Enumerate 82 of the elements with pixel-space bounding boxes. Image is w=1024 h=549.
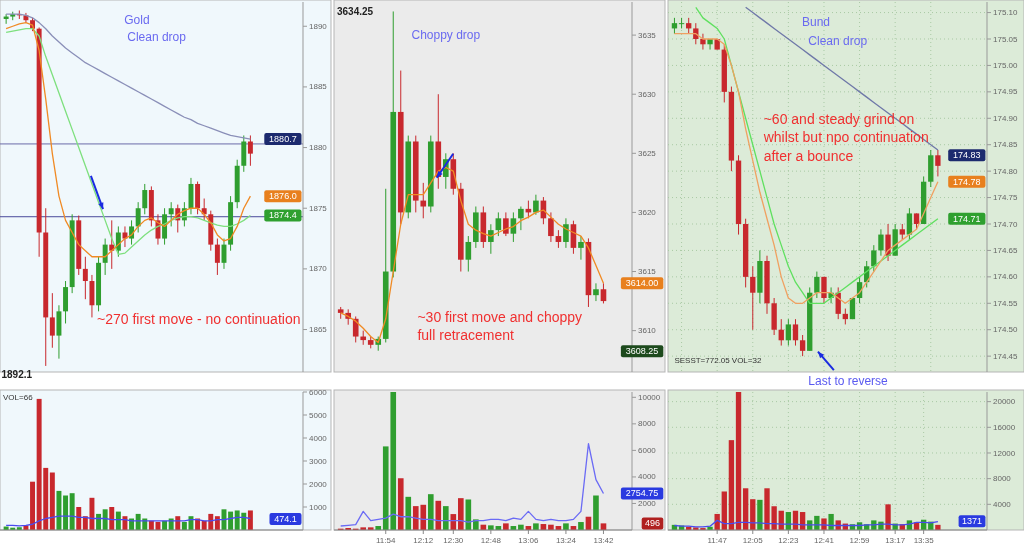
text: 2754.75	[625, 488, 659, 499]
text: 1880.7	[269, 133, 297, 144]
y-tick-label: 174.65	[993, 245, 1019, 255]
y-tick-label: 2000	[309, 479, 328, 489]
text: Clean drop	[808, 33, 868, 48]
y-tick-label: 10000	[638, 392, 661, 402]
y-tick-label: 175.00	[993, 60, 1019, 70]
y-tick-label: 1000	[309, 502, 328, 512]
x-tick-label: 12:48	[480, 536, 502, 545]
x-tick-label: 12:41	[813, 536, 835, 545]
annotation: 3634.25	[336, 5, 374, 17]
y-tick-label: 174.60	[993, 272, 1019, 282]
text: 174.71	[953, 213, 981, 224]
text: 474.1	[274, 513, 297, 524]
text: 3614.00	[625, 278, 659, 289]
y-tick-label: 1870	[309, 264, 328, 274]
text: 174.78	[953, 176, 981, 187]
text: 1371	[961, 516, 983, 527]
y-tick-label: 4000	[638, 472, 657, 482]
y-tick-label: 1890	[309, 21, 328, 31]
x-tick-label: 13:42	[593, 536, 615, 545]
y-tick-label: 1875	[309, 203, 328, 213]
y-tick-label: 174.80	[993, 166, 1019, 176]
y-tick-label: 1880	[309, 143, 328, 153]
y-tick-label: 175.10	[993, 8, 1019, 18]
y-tick-label: 3635	[638, 30, 657, 40]
annotation: VOL=66	[3, 393, 34, 403]
y-tick-label: 175.05	[993, 34, 1019, 44]
text: Clean drop	[127, 29, 187, 44]
x-tick-label: 12:59	[849, 536, 871, 545]
x-tick-label: 11:47	[707, 536, 728, 545]
y-tick-label: 3610	[638, 326, 657, 336]
x-tick-label: 13:06	[518, 536, 539, 545]
y-tick-label: 174.45	[993, 351, 1019, 361]
y-tick-label: 174.95	[993, 87, 1019, 97]
x-tick-label: 12:23	[778, 536, 799, 545]
text: 496	[644, 518, 661, 529]
text: 3608.25	[625, 346, 659, 357]
y-tick-label: 174.90	[993, 113, 1019, 123]
y-tick-label: 8000	[638, 419, 657, 429]
y-tick-label: 3625	[638, 148, 657, 158]
y-tick-label: 174.55	[993, 298, 1019, 308]
x-tick-label: 13:17	[885, 536, 906, 545]
text: Bund	[801, 15, 831, 30]
annotation: VOL=32	[731, 355, 762, 365]
x-tick-label: 13:35	[913, 536, 935, 545]
x-tick-label: 12:30	[443, 536, 464, 545]
y-tick-label: 12000	[993, 448, 1016, 458]
y-tick-label: 3615	[638, 267, 657, 277]
x-tick-label: 13:24	[555, 536, 577, 545]
annotation: 1892.1	[1, 368, 33, 380]
annotation: ~30 first move and choppy full retracement	[417, 309, 583, 344]
y-tick-label: 1865	[309, 325, 328, 335]
annotation: ~270 first move - no continuation	[96, 310, 301, 327]
text: Gold	[124, 13, 150, 28]
y-tick-label: 4000	[993, 499, 1012, 509]
y-tick-label: 1885	[309, 82, 328, 92]
y-tick-label: 174.70	[993, 219, 1019, 229]
x-tick-label: 12:12	[413, 536, 434, 545]
y-tick-label: 5000	[309, 410, 328, 420]
x-tick-label: 12:05	[742, 536, 764, 545]
y-tick-label: 20000	[993, 397, 1016, 407]
y-tick-label: 4000	[309, 433, 328, 443]
annotation: ~60 and steady grind on whilst but npo continuation after a bounce	[762, 111, 929, 164]
y-tick-label: 6000	[638, 445, 657, 455]
y-tick-label: 174.85	[993, 140, 1019, 150]
y-tick-label: 3620	[638, 207, 657, 217]
y-tick-label: 3000	[309, 456, 328, 466]
y-tick-label: 174.50	[993, 325, 1019, 335]
annotation: SESST=772.05	[674, 355, 731, 365]
text: Last to reverse	[808, 373, 889, 388]
y-tick-label: 174.75	[993, 193, 1019, 203]
text: 1874.4	[269, 210, 297, 221]
y-tick-label: 8000	[993, 474, 1012, 484]
y-tick-label: 6000	[309, 387, 328, 397]
y-tick-label: 3630	[638, 89, 657, 99]
x-tick-label: 11:54	[376, 536, 396, 545]
text: 1876.0	[269, 191, 297, 202]
text: 174.83	[953, 150, 981, 161]
text: Choppy drop	[411, 28, 481, 42]
y-tick-label: 2000	[638, 499, 657, 509]
y-tick-label: 16000	[993, 422, 1016, 432]
